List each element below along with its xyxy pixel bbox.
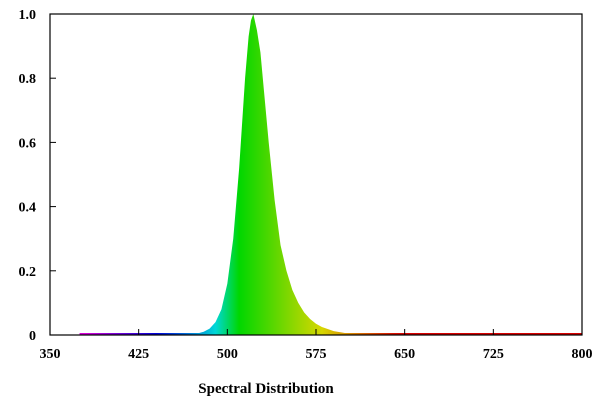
x-tick-label: 425 xyxy=(128,347,149,362)
plot-frame xyxy=(49,13,583,336)
x-axis-title: Spectral Distribution xyxy=(198,381,334,397)
y-tick-label: 1.0 xyxy=(19,8,37,23)
x-tick-label: 800 xyxy=(572,347,593,362)
plot-area xyxy=(79,14,583,335)
spectrum-area xyxy=(79,14,583,335)
y-tick-label: 0.2 xyxy=(19,265,37,280)
y-tick-label: 0.4 xyxy=(19,201,37,216)
y-tick-label: 0 xyxy=(29,329,36,344)
axes: 350 425 500 575 650 725 800 0 0.2 0.4 0.6 0.8 1.0 xyxy=(19,8,593,362)
x-tick-label: 500 xyxy=(217,347,238,362)
x-tick-label: 350 xyxy=(40,347,61,362)
x-tick-label: 575 xyxy=(306,347,327,362)
y-tick-label: 0.6 xyxy=(19,136,37,151)
x-tick-label: 650 xyxy=(394,347,415,362)
y-tick-label: 0.8 xyxy=(19,72,37,87)
x-tick-label: 725 xyxy=(483,347,504,362)
